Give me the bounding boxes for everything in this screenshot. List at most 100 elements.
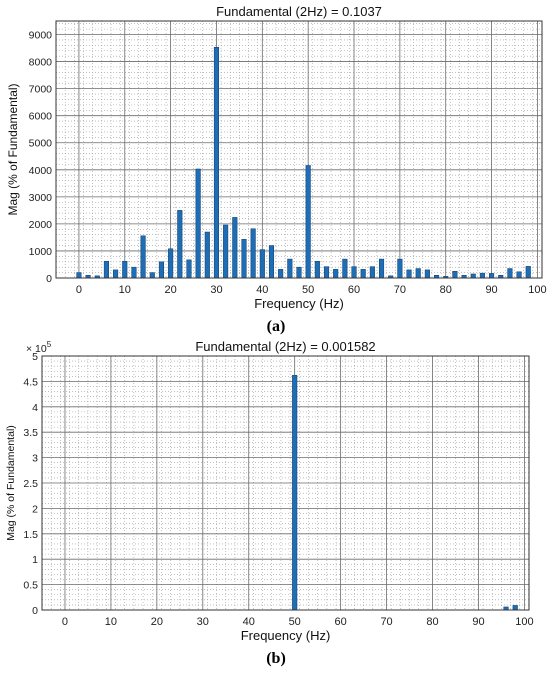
y-tick-label: 0: [46, 273, 52, 285]
x-tick-label: 60: [335, 616, 347, 628]
x-tick-label: 30: [210, 284, 222, 296]
x-tick-label: 20: [151, 616, 163, 628]
bar: [292, 375, 298, 611]
bar: [158, 261, 164, 279]
x-tick-label: 70: [394, 284, 406, 296]
bar: [223, 224, 229, 279]
y-tick-label: 4: [32, 402, 38, 414]
bar: [314, 260, 320, 279]
bar: [241, 239, 247, 279]
bar: [213, 46, 220, 279]
x-tick-label: 20: [164, 284, 176, 296]
bar: [369, 266, 375, 279]
bar: [103, 260, 109, 279]
bar: [204, 231, 210, 279]
bar: [259, 249, 265, 279]
x-tick-label: 40: [256, 284, 268, 296]
y-tick-label: 2: [32, 503, 38, 515]
bar: [305, 165, 311, 279]
bar: [113, 269, 119, 279]
y-axis-label: Mag (% of Fundamental): [5, 425, 17, 541]
bar: [278, 269, 284, 279]
bar: [397, 258, 403, 279]
x-axis-label: Frequency (Hz): [254, 296, 344, 311]
bar: [406, 269, 412, 279]
x-tick-label: 90: [472, 616, 484, 628]
x-tick-label: 80: [440, 284, 452, 296]
bar: [415, 268, 421, 279]
bar: [232, 217, 238, 279]
x-tick-label: 60: [348, 284, 360, 296]
x-tick-label: 0: [62, 616, 68, 628]
bar: [516, 271, 522, 279]
bar: [512, 605, 518, 611]
y-tick-label: 5000: [29, 138, 53, 150]
y-tick-label: 0.5: [23, 580, 38, 592]
y-tick-label: 3: [32, 453, 38, 465]
y-tick-label: 8000: [29, 57, 53, 69]
y-exponent-label: × 105: [26, 340, 52, 355]
bar: [378, 258, 385, 279]
y-tick-label: 2000: [29, 219, 53, 231]
x-tick-label: 50: [302, 284, 314, 296]
chart-title: Fundamental (2Hz) = 0.001582: [195, 339, 375, 354]
y-tick-label: 9000: [29, 30, 53, 42]
bar: [452, 270, 458, 279]
chart-title: Fundamental (2Hz) = 0.1037: [216, 4, 382, 19]
y-tick-label: 3000: [29, 192, 53, 204]
bar: [424, 269, 430, 279]
x-tick-label: 10: [119, 284, 131, 296]
y-tick-label: 1.5: [23, 529, 38, 541]
bar: [342, 258, 348, 279]
bar: [131, 266, 137, 279]
bar: [268, 245, 275, 279]
bar: [507, 268, 513, 279]
y-tick-label: 4.5: [23, 376, 38, 388]
plot-area: [56, 21, 542, 278]
panel-label-a: (a): [266, 318, 286, 335]
panel-label-b: (b): [266, 650, 286, 667]
x-tick-label: 100: [528, 284, 546, 296]
bar: [479, 272, 485, 279]
y-tick-label: 6000: [29, 111, 53, 123]
x-tick-label: 40: [243, 616, 255, 628]
bar: [122, 260, 128, 279]
bar: [470, 273, 476, 279]
x-tick-label: 30: [197, 616, 209, 628]
y-tick-label: 1: [32, 554, 38, 566]
bar: [351, 266, 357, 279]
x-axis-label: Frequency (Hz): [241, 628, 331, 643]
x-tick-label: 50: [289, 616, 301, 628]
y-tick-label: 7000: [29, 84, 53, 96]
bar: [177, 210, 183, 279]
bar: [287, 258, 293, 279]
bar: [140, 235, 146, 279]
axes-frame: [41, 355, 530, 611]
x-tick-label: 10: [105, 616, 117, 628]
x-tick-label: 80: [426, 616, 438, 628]
x-tick-label: 100: [515, 616, 533, 628]
bar: [489, 273, 495, 279]
bar: [76, 272, 82, 279]
bar: [525, 266, 531, 279]
chart-panel-b: 0 10 20 30 40 50 60 70 80 90 100 0 0.5 1 1.5 2 2.5 3 3.5 4 4…: [5, 339, 534, 643]
bar: [195, 168, 201, 279]
y-tick-label: 4000: [29, 165, 53, 177]
x-tick-label: 70: [380, 616, 392, 628]
bar: [323, 266, 330, 279]
bar: [360, 269, 366, 279]
y-tick-label: 0: [32, 605, 38, 617]
y-tick-label: 5: [32, 351, 38, 363]
bar: [186, 259, 192, 279]
axes-frame: [55, 20, 543, 279]
bar: [333, 269, 339, 279]
x-tick-label: 90: [485, 284, 497, 296]
bar: [168, 248, 174, 279]
y-tick-label: 3.5: [23, 427, 38, 439]
y-axis-label: Mag (% of Fundamental): [6, 83, 20, 215]
chart-panel-a: 0 10 20 30 40 50 60 70 80 90 100010002000300040005…: [6, 4, 547, 311]
bar: [296, 266, 302, 279]
x-tick-label: 0: [76, 284, 82, 296]
bar: [149, 272, 155, 279]
